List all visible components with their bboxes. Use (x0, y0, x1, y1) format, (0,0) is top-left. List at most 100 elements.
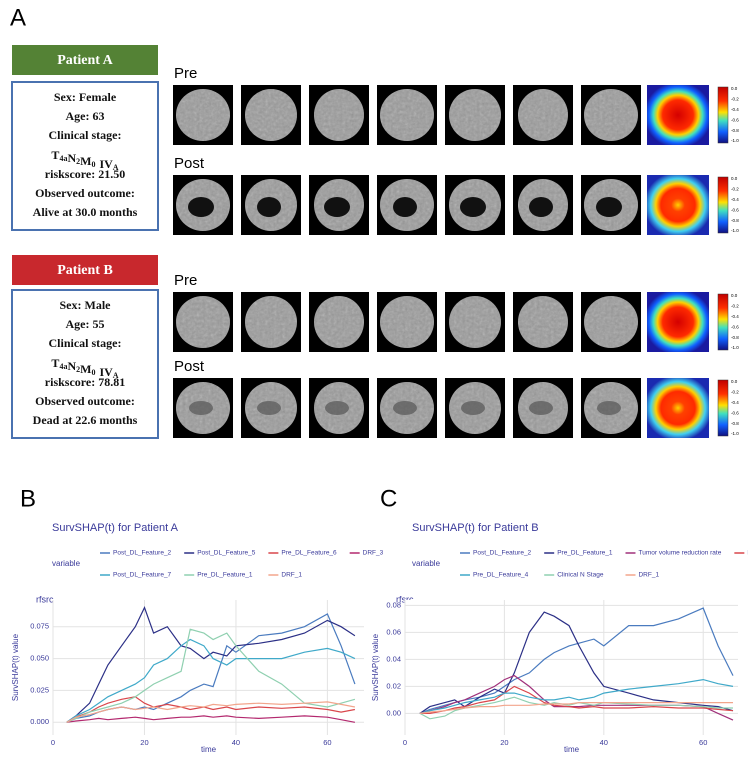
patient-box (11, 289, 159, 439)
legend-title: variable (52, 559, 81, 568)
series-line (66, 696, 356, 723)
y-tick-label: 0.04 (386, 654, 401, 663)
patient-header (12, 45, 158, 75)
patient-name: Patient B (57, 263, 113, 278)
patient-a: Patient A Sex: Female Age: 63 Clinical s… (11, 45, 159, 231)
sex: Sex: Female (54, 90, 117, 104)
stage: T4aN2M0 IVA (51, 148, 118, 172)
colorbar-tick: -0.4 (731, 197, 739, 202)
scan-texture (518, 296, 568, 348)
colorbar-tick: 0.0 (731, 176, 738, 181)
age: Age: 55 (66, 317, 105, 331)
lesion (189, 401, 213, 415)
legend-label: Post_DL_Feature_2 (113, 550, 172, 557)
colorbar (717, 379, 729, 437)
subtitle: rfsrc (396, 594, 414, 604)
scan-texture (584, 89, 638, 141)
scan-texture (449, 296, 501, 348)
age: Age: 63 (66, 109, 105, 123)
series-line (419, 702, 733, 714)
lesion (460, 197, 486, 217)
legend-label: Pre_DL_Feature_6 (281, 550, 337, 557)
row-label: Post (174, 155, 205, 172)
legend-title: variable (412, 559, 441, 568)
colorbar-tick: -0.2 (731, 97, 739, 102)
x-tick-label: 60 (323, 738, 331, 747)
colorbar (717, 86, 729, 144)
heatmap (647, 85, 709, 145)
stage-part: M (80, 362, 91, 376)
colorbar-tick: -1.0 (731, 431, 739, 436)
stage-sub: 4a (59, 154, 67, 163)
colorbar-tick: 0.0 (731, 293, 738, 298)
plot-bg (405, 600, 738, 735)
colorbar-tick: 0.0 (731, 86, 738, 91)
scan-texture (314, 296, 364, 348)
outcome: Dead at 22.6 months (33, 413, 138, 427)
colorbar-tick: -0.6 (731, 117, 739, 122)
y-tick-label: 0.000 (30, 717, 49, 726)
colorbar-tick: -0.8 (731, 128, 739, 133)
lesion (325, 401, 349, 415)
panel-label: B (20, 485, 36, 512)
panel-label: A (10, 4, 26, 31)
legend-label: DRF_1 (638, 572, 659, 579)
colorbar-tick: -0.8 (731, 335, 739, 340)
heatmap (647, 175, 709, 235)
stage-label: Clinical stage: (49, 128, 122, 142)
scan-texture (380, 89, 434, 141)
colorbar-tick: 0.0 (731, 379, 738, 384)
lesion (324, 197, 350, 217)
legend-label: Pre_DL_Feature_1 (197, 572, 253, 579)
scan-texture (314, 89, 364, 141)
colorbar-tick: -1.0 (731, 345, 739, 350)
scan-texture (449, 89, 501, 141)
stage-sub: 2 (76, 157, 80, 166)
colorbar-tick: -0.2 (731, 187, 739, 192)
outcome-label: Observed outcome: (35, 186, 135, 200)
lesion (461, 401, 485, 415)
riskscore: riskscore: 21.50 (45, 167, 125, 181)
stage-sub: A (113, 371, 119, 380)
colorbar-tick: -0.6 (731, 207, 739, 212)
stage-part: T (51, 356, 59, 370)
x-tick-label: 20 (140, 738, 148, 747)
row-label: Pre (174, 65, 197, 82)
x-tick-label: 40 (600, 738, 608, 747)
lesion (188, 197, 214, 217)
series-line (66, 606, 356, 723)
riskscore: riskscore: 78.81 (45, 375, 125, 389)
patient-name: Patient A (57, 53, 113, 68)
colorbar-tick: -1.0 (731, 138, 739, 143)
y-tick-label: 0.06 (386, 627, 401, 636)
y-axis-label: SurvSHAP(t) value (371, 633, 380, 701)
patient-b: Patient B Sex: Male Age: 55 Clinical sta… (11, 255, 159, 439)
lesion (257, 197, 281, 217)
chart-title: SurvSHAP(t) for Patient B (412, 522, 539, 534)
series-line (66, 715, 356, 723)
colorbar-tick: -0.4 (731, 314, 739, 319)
series-line (66, 701, 356, 723)
stage-part: IV (99, 157, 113, 171)
y-tick-label: 0.025 (30, 685, 49, 694)
stage: T4aN2M0 IVA (51, 356, 118, 380)
heatmap (647, 292, 709, 352)
legend-label: DRF_1 (281, 572, 302, 579)
scan-texture (380, 296, 434, 348)
colorbar-tick: -0.6 (731, 410, 739, 415)
stage-sub: A (113, 163, 119, 172)
lesion (596, 197, 622, 217)
scan-texture (176, 296, 230, 348)
panel-label: C (380, 485, 397, 512)
legend-label: Tumor volume reduction rate (638, 550, 721, 557)
scan-texture (584, 296, 638, 348)
x-axis-label: time (564, 745, 580, 754)
heatmap (647, 378, 709, 438)
legend-label: Post_DL_Feature_2 (473, 550, 532, 557)
stage-part: T (51, 148, 59, 162)
lesion (597, 401, 621, 415)
y-tick-label: 0.075 (30, 622, 49, 631)
x-tick-label: 40 (232, 738, 240, 747)
y-tick-label: 0.08 (386, 600, 401, 609)
